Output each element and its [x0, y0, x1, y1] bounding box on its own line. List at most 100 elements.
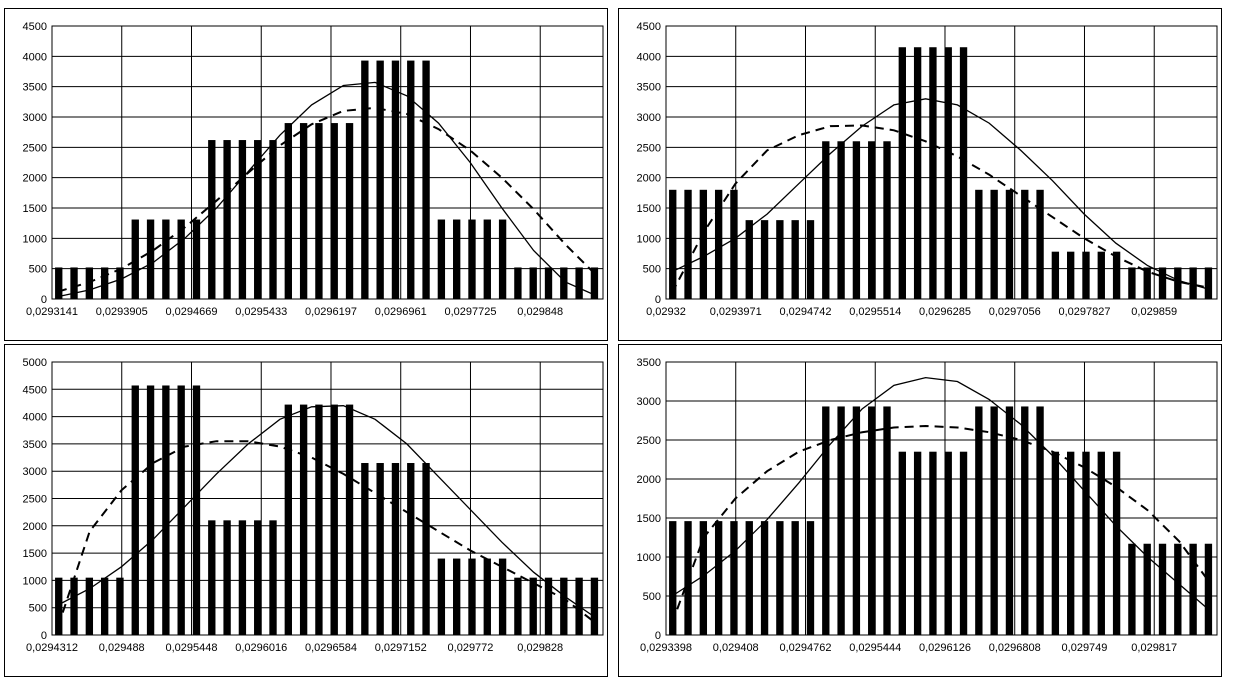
histogram-bar [70, 577, 78, 635]
histogram-bar [453, 558, 461, 635]
histogram-bar [131, 219, 139, 299]
histogram-bar [745, 220, 753, 299]
histogram-bar [391, 60, 400, 299]
histogram-bar [1143, 267, 1151, 299]
solid-curve [671, 98, 1212, 291]
plot-area [665, 25, 1218, 300]
plot-area [665, 361, 1218, 636]
x-tick-label: 0,0296584 [305, 642, 357, 654]
histogram-bar [944, 451, 952, 635]
histogram-bar [116, 267, 124, 299]
x-tick-label: 0,0297152 [375, 642, 427, 654]
histogram-bar [1097, 251, 1105, 299]
histogram-bar [529, 577, 537, 635]
y-tick-label: 1000 [23, 575, 47, 587]
x-tick-label: 0,029859 [1131, 306, 1177, 318]
x-tick-label: 0,0297056 [989, 306, 1041, 318]
histogram-bar [1174, 267, 1182, 299]
histogram-bar [422, 463, 430, 635]
histogram-bar [116, 577, 124, 635]
y-tick-label: 3500 [637, 82, 661, 94]
y-tick-label: 2000 [637, 173, 661, 185]
histogram-bar [100, 267, 109, 299]
histogram-bar [299, 123, 308, 299]
chart-svg: 0 500 1000 1500 2000 2500 3000 3500 4000 4500 0,02… [23, 21, 604, 318]
histogram-bar [883, 406, 891, 635]
y-tick-label: 4500 [637, 21, 661, 33]
plot-area [51, 361, 604, 636]
histogram-bar [437, 558, 446, 635]
y-tick-label: 2500 [637, 435, 661, 447]
histogram-bar [1097, 451, 1105, 635]
histogram-bar [299, 404, 308, 635]
histogram-bar [192, 385, 201, 635]
y-tick-label: 0 [41, 294, 47, 306]
histogram-bar [913, 47, 922, 299]
histogram-bar [1067, 251, 1075, 299]
histogram-bar [498, 219, 507, 299]
histogram-bar [468, 558, 476, 635]
histogram-bar [376, 463, 384, 635]
histogram-bar [975, 406, 983, 635]
histogram-bar [544, 577, 553, 635]
histogram-bar [760, 220, 769, 299]
x-tick-label: 0,0294742 [779, 306, 831, 318]
histogram-bar [422, 60, 430, 299]
histogram-bar [1051, 451, 1060, 635]
histogram-bar [975, 189, 983, 299]
y-tick-label: 1500 [23, 203, 47, 215]
histogram-bar [544, 267, 553, 299]
histogram-bar [590, 577, 599, 635]
x-tick-label: 0,0296808 [989, 642, 1041, 654]
histogram-bar [1128, 543, 1136, 635]
histogram-bar [529, 267, 537, 299]
x-tick-label: 0,029408 [713, 642, 759, 654]
histogram-bar [1158, 543, 1167, 635]
x-tick-label: 0,0293141 [26, 306, 78, 318]
y-tick-label: 3000 [23, 112, 47, 124]
solid-curve [57, 405, 598, 620]
x-tick-label: 0,0296016 [235, 642, 287, 654]
histogram-bar [714, 521, 723, 635]
y-tick-label: 1500 [637, 513, 661, 525]
histogram-bar [330, 123, 338, 299]
histogram-bar [238, 140, 247, 299]
histogram-bar [1036, 189, 1044, 299]
histogram-bar [699, 521, 708, 635]
histogram-bar [745, 521, 753, 635]
histogram-bar [437, 219, 446, 299]
histogram-bar [560, 577, 568, 635]
histogram-bar [146, 219, 155, 299]
histogram-bar [162, 385, 170, 635]
histogram-bar [959, 47, 968, 299]
y-tick-label: 3500 [637, 357, 661, 369]
y-tick-label: 2500 [23, 142, 47, 154]
y-tick-label: 4000 [23, 412, 47, 424]
histogram-bar [822, 406, 830, 635]
y-tick-label: 2500 [23, 494, 47, 506]
x-tick-label: 0,0295433 [235, 306, 287, 318]
histogram-bar [223, 140, 231, 299]
histogram-bar [483, 219, 491, 299]
y-tick-label: 3000 [23, 466, 47, 478]
histogram-bar [208, 140, 216, 299]
histogram-bar [806, 521, 815, 635]
histogram-bar [1021, 406, 1029, 635]
histogram-bar [944, 47, 952, 299]
histogram-bar [806, 220, 815, 299]
y-tick-label: 4000 [637, 51, 661, 63]
histogram-bar [913, 451, 922, 635]
histogram-bar [791, 521, 799, 635]
histogram-bar [55, 577, 63, 635]
histogram-bar [1112, 451, 1121, 635]
histogram-bar [776, 521, 784, 635]
histogram-bar [1005, 189, 1014, 299]
histogram-bar [959, 451, 968, 635]
histogram-bar [407, 60, 415, 299]
histogram-bar [284, 404, 292, 635]
x-tick-label: 0,029772 [448, 642, 494, 654]
histogram-bar [837, 406, 845, 635]
histogram-bar [208, 520, 216, 635]
histogram-bar [714, 189, 723, 299]
histogram-bar [1143, 543, 1151, 635]
